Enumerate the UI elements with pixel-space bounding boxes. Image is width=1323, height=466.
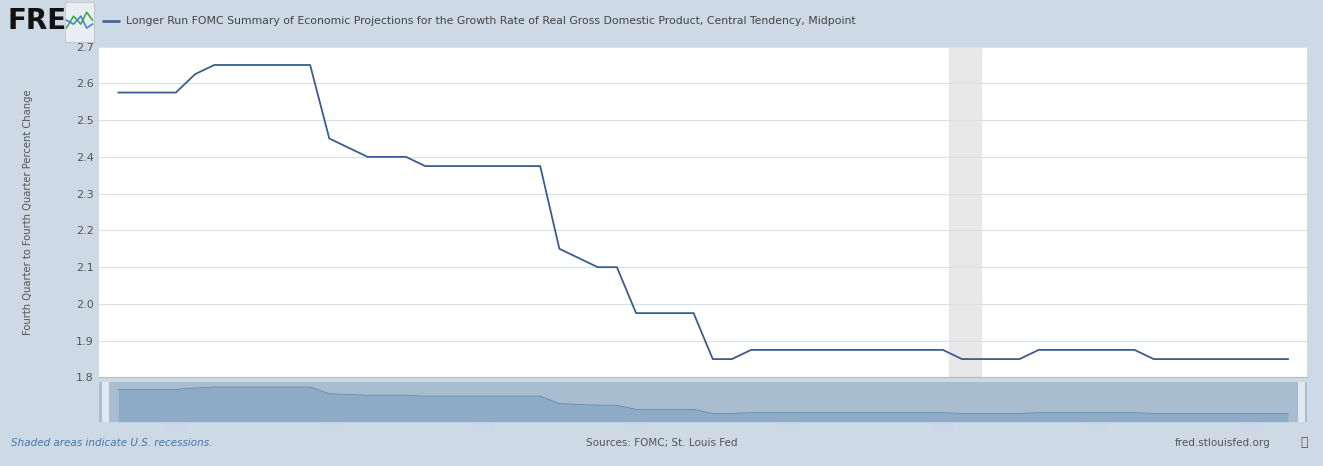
Text: Sources: FOMC; St. Louis Fed: Sources: FOMC; St. Louis Fed (586, 438, 737, 448)
Text: Shaded areas indicate U.S. recessions.: Shaded areas indicate U.S. recessions. (11, 438, 212, 448)
Text: Longer Run FOMC Summary of Economic Projections for the Growth Rate of Real Gros: Longer Run FOMC Summary of Economic Proj… (126, 16, 855, 26)
Text: fred.stlouisfed.org: fred.stlouisfed.org (1175, 438, 1270, 448)
Text: Fourth Quarter to Fourth Quarter Percent Change: Fourth Quarter to Fourth Quarter Percent… (22, 89, 33, 335)
Text: FRED: FRED (8, 7, 90, 35)
Text: ⛶: ⛶ (1301, 437, 1308, 449)
Bar (949, 47, 982, 377)
